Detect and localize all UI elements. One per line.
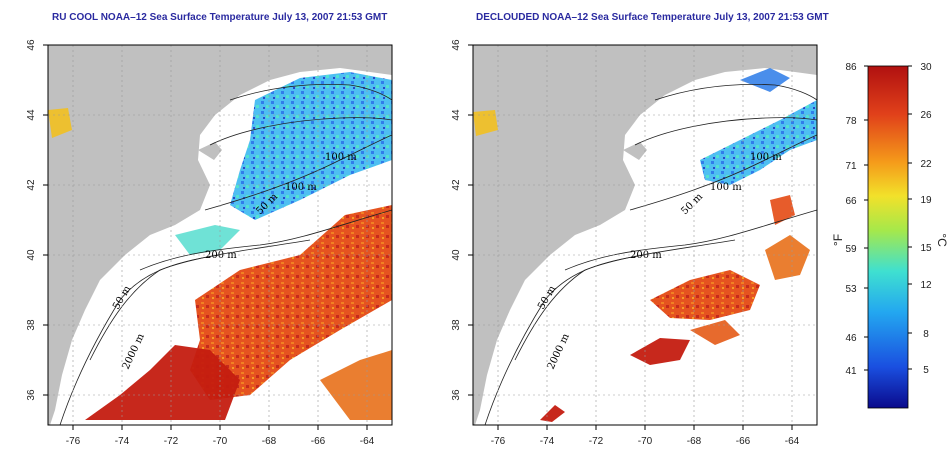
right-lon-tick-label: -68 [687, 436, 702, 447]
right-contour-label: 200 m [630, 250, 662, 261]
right-contour-label: 100 m [710, 182, 742, 193]
colorbar-ticks [864, 65, 912, 371]
left-map-panel: 100 m 100 m 50 m 200 m 50 m 2000 m -76 -… [26, 39, 393, 447]
left-cool-water-west [175, 225, 240, 255]
right-lat-tick-label: 36 [451, 389, 462, 401]
left-lon-tick-label: -76 [66, 436, 81, 447]
fahrenheit-tick-label: 53 [845, 284, 857, 295]
right-cool-water-north [740, 68, 790, 92]
left-contour-label: 200 m [205, 250, 237, 261]
fahrenheit-tick-label: 59 [845, 244, 857, 255]
left-lat-tick-label: 38 [26, 319, 37, 331]
left-map-title: RU COOL NOAA–12 Sea Surface Temperature … [52, 12, 388, 23]
right-lon-ticks [497, 425, 793, 430]
right-lon-tick-label: -72 [589, 436, 604, 447]
celsius-unit-label: °C [935, 233, 949, 247]
left-lon-tick-label: -70 [213, 436, 228, 447]
right-lat-tick-label: 42 [451, 179, 462, 191]
celsius-tick-label: 15 [920, 243, 932, 254]
right-lat-tick-label: 38 [451, 319, 462, 331]
left-lon-tick-label: -66 [311, 436, 326, 447]
left-lon-tick-label: -72 [164, 436, 179, 447]
fahrenheit-tick-label: 41 [845, 366, 857, 377]
left-land-mass [48, 45, 392, 425]
right-warm-patch-south [630, 338, 690, 365]
left-warm-water-east [320, 350, 392, 420]
right-warm-patch-main [650, 270, 760, 320]
celsius-tick-label: 5 [923, 365, 929, 376]
celsius-tick-label: 8 [923, 329, 929, 340]
right-lon-tick-label: -66 [736, 436, 751, 447]
fahrenheit-tick-label: 86 [845, 62, 857, 73]
right-lat-ticks [468, 44, 473, 396]
left-cape-cod [198, 142, 222, 160]
temperature-colorbar: 86 78 71 66 59 53 46 41 30 26 22 19 15 1… [831, 62, 949, 409]
right-lon-tick-label: -64 [785, 436, 800, 447]
left-lat-tick-label: 40 [26, 249, 37, 261]
right-map-panel: 100 m 100 m 50 m 200 m 50 m 2000 m -76 -… [451, 39, 818, 447]
celsius-tick-label: 22 [920, 159, 932, 170]
celsius-tick-label: 26 [920, 110, 932, 121]
left-lon-tick-label: -68 [262, 436, 277, 447]
left-lat-tick-label: 44 [26, 109, 37, 121]
fahrenheit-tick-label: 66 [845, 196, 857, 207]
right-warm-patch-se [690, 320, 740, 345]
right-warm-patch-mid [770, 195, 795, 225]
fahrenheit-tick-label: 46 [845, 333, 857, 344]
left-warm-water [190, 205, 392, 400]
right-warm-patch-nw [473, 110, 498, 136]
celsius-tick-label: 19 [920, 195, 932, 206]
left-lat-ticks [43, 44, 48, 396]
fahrenheit-tick-label: 71 [845, 161, 857, 172]
left-lat-tick-label: 46 [26, 39, 37, 51]
right-map-title: DECLOUDED NOAA–12 Sea Surface Temperatur… [476, 12, 829, 23]
right-lat-tick-label: 40 [451, 249, 462, 261]
left-contour-label: 100 m [285, 182, 317, 193]
left-contour-label: 100 m [325, 152, 357, 163]
left-warm-water-south [85, 345, 240, 420]
right-cool-water [700, 100, 817, 185]
fahrenheit-tick-label: 78 [845, 116, 857, 127]
right-warm-patch-small [540, 405, 565, 422]
left-warm-patch-nw [48, 108, 72, 138]
colorbar-gradient [867, 65, 909, 409]
right-lon-tick-label: -76 [491, 436, 506, 447]
right-lat-tick-label: 44 [451, 109, 462, 121]
left-cool-water [230, 72, 392, 220]
right-land-mass [473, 45, 817, 425]
left-lon-tick-label: -64 [360, 436, 375, 447]
left-lat-tick-label: 36 [26, 389, 37, 401]
celsius-tick-label: 30 [920, 62, 932, 73]
left-lon-tick-label: -74 [115, 436, 130, 447]
right-cape-cod [623, 142, 647, 160]
celsius-tick-label: 12 [920, 280, 932, 291]
fahrenheit-unit-label: °F [831, 234, 845, 246]
right-lat-tick-label: 46 [451, 39, 462, 51]
left-lon-ticks [72, 425, 368, 430]
left-map-grid [48, 44, 392, 425]
right-lon-tick-label: -74 [540, 436, 555, 447]
right-lon-tick-label: -70 [638, 436, 653, 447]
right-contour-label: 100 m [750, 152, 782, 163]
right-depth-contours [484, 83, 818, 426]
left-lat-tick-label: 42 [26, 179, 37, 191]
right-warm-patch-east [765, 235, 810, 280]
left-depth-contours [59, 83, 393, 426]
